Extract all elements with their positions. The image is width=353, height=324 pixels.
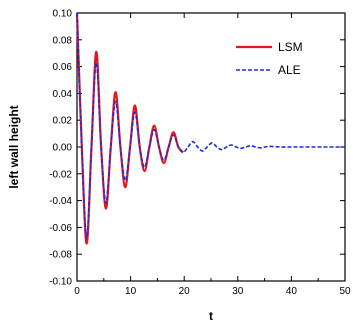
- y-tick-label: -0.06: [49, 223, 72, 234]
- x-tick-label: 20: [179, 286, 191, 297]
- x-axis-title: t: [209, 309, 213, 323]
- y-axis: 0.10 0.08 0.06 0.04 0.02 0.00 -0.02 -0.04 -0.06 -…: [49, 9, 345, 288]
- y-tick-label: -0.04: [49, 196, 72, 207]
- y-tick-label: -0.02: [49, 169, 72, 180]
- x-tick-label: 50: [339, 286, 351, 297]
- y-axis-title: left wall height: [7, 105, 21, 188]
- x-axis: 0 10 20 30 40 50: [74, 13, 351, 297]
- y-tick-label: 0.10: [53, 9, 73, 20]
- x-tick-label: 30: [232, 286, 244, 297]
- series-layer: [75, 12, 345, 245]
- x-tick-label: 0: [74, 286, 80, 297]
- x-tick-label: 40: [286, 286, 298, 297]
- legend: LSM ALE: [236, 40, 303, 77]
- y-tick-label: 0.04: [53, 89, 73, 100]
- y-tick-label: 0.08: [53, 35, 73, 46]
- x-tick-label: 10: [125, 286, 137, 297]
- plot-area: [76, 12, 346, 282]
- legend-label-ale: ALE: [278, 63, 301, 77]
- series-line-lsm: [75, 12, 184, 245]
- y-tick-label: -0.08: [49, 250, 72, 261]
- y-tick-label: 0.00: [53, 143, 73, 154]
- series-line-ale: [76, 12, 345, 239]
- legend-label-lsm: LSM: [278, 40, 303, 54]
- y-tick-label: 0.06: [53, 62, 73, 73]
- plot-border: [76, 12, 346, 282]
- y-tick-label: 0.02: [53, 116, 73, 127]
- y-tick-label: -0.10: [49, 277, 72, 288]
